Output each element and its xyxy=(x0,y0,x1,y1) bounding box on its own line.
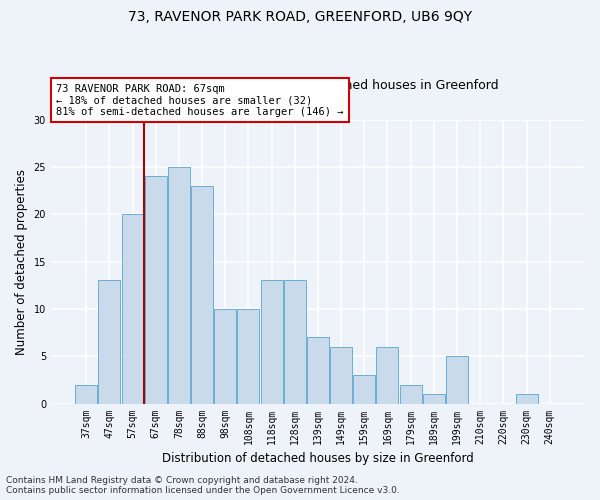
Bar xyxy=(75,384,97,404)
Bar xyxy=(353,375,376,404)
Bar xyxy=(446,356,468,404)
Bar xyxy=(330,347,352,404)
Text: 73, RAVENOR PARK ROAD, GREENFORD, UB6 9QY: 73, RAVENOR PARK ROAD, GREENFORD, UB6 9Q… xyxy=(128,10,472,24)
Bar xyxy=(122,214,143,404)
Text: 73 RAVENOR PARK ROAD: 67sqm
← 18% of detached houses are smaller (32)
81% of sem: 73 RAVENOR PARK ROAD: 67sqm ← 18% of det… xyxy=(56,84,344,116)
Bar xyxy=(191,186,213,404)
Bar xyxy=(400,384,422,404)
Bar xyxy=(515,394,538,404)
Bar xyxy=(260,280,283,404)
X-axis label: Distribution of detached houses by size in Greenford: Distribution of detached houses by size … xyxy=(162,452,474,465)
Bar xyxy=(376,347,398,404)
Bar xyxy=(214,309,236,404)
Text: Contains HM Land Registry data © Crown copyright and database right 2024.
Contai: Contains HM Land Registry data © Crown c… xyxy=(6,476,400,495)
Bar xyxy=(423,394,445,404)
Bar xyxy=(284,280,306,404)
Title: Size of property relative to detached houses in Greenford: Size of property relative to detached ho… xyxy=(137,79,498,92)
Bar xyxy=(145,176,167,404)
Y-axis label: Number of detached properties: Number of detached properties xyxy=(15,168,28,354)
Bar xyxy=(238,309,259,404)
Bar xyxy=(98,280,121,404)
Bar xyxy=(168,167,190,404)
Bar xyxy=(307,338,329,404)
